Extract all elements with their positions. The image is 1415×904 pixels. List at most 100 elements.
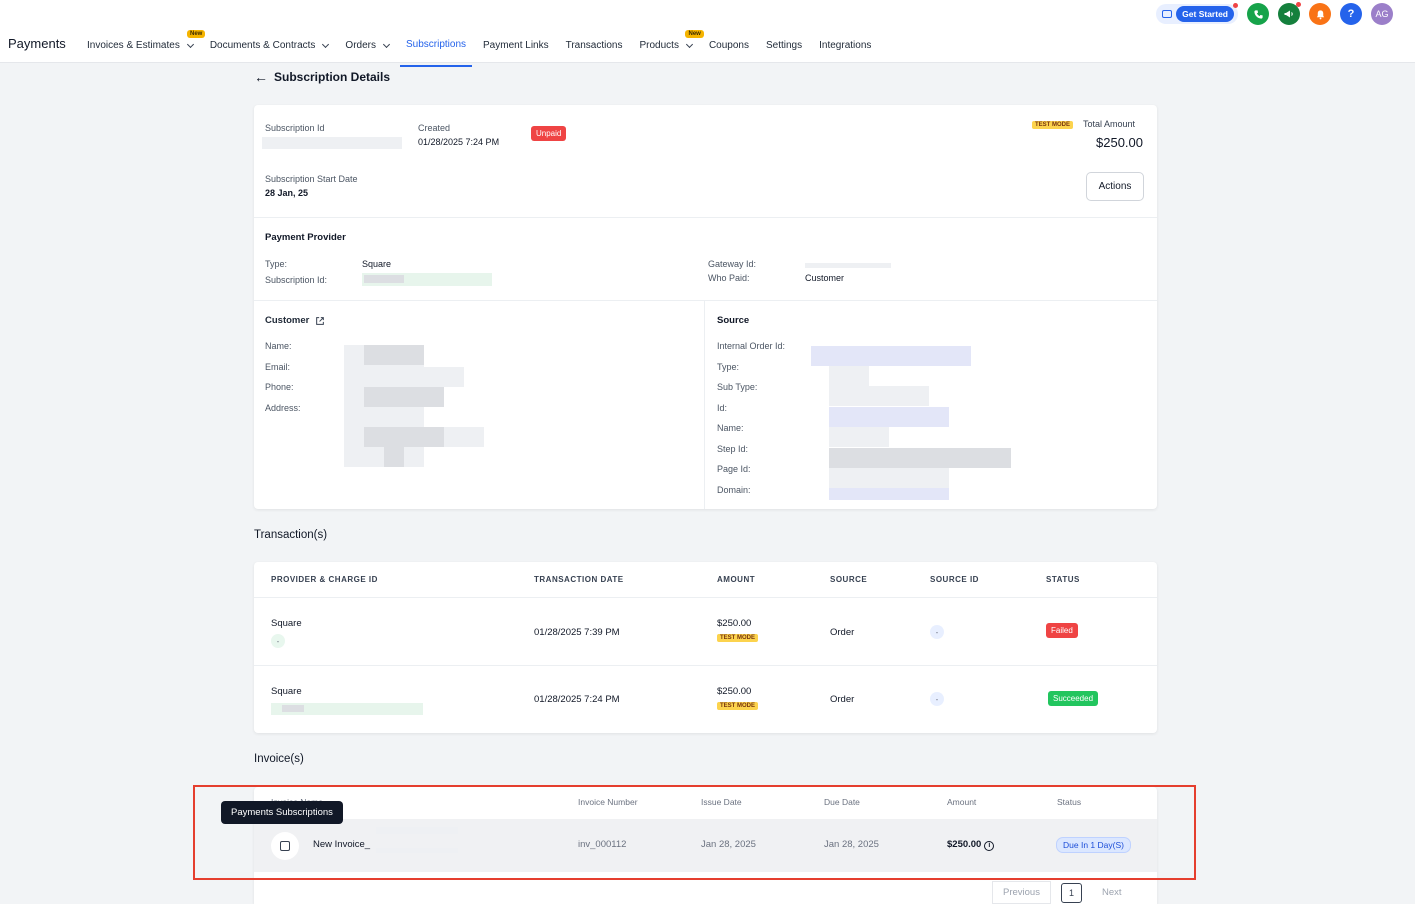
notification-dot [1233,3,1238,8]
transaction-date: 01/28/2025 7:39 PM [534,627,620,638]
back-link[interactable]: ← Subscription Details [254,69,390,85]
top-right-actions: Get Started ? AG [1156,2,1393,25]
nav-label: Settings [765,40,803,51]
info-icon[interactable]: i [984,841,995,851]
main-nav: Invoices & Estimates New Documents & Con… [87,30,888,67]
col-source-id: SOURCE ID [930,575,979,584]
divider [254,300,1157,301]
nav-label: Transactions [565,40,623,51]
source-domain-label: Domain: [717,485,751,495]
next-button[interactable]: Next [1091,882,1132,903]
customer-title-label: Customer [265,315,310,326]
announcements-button[interactable] [1278,2,1301,25]
test-mode-badge: TEST MODE [1032,121,1074,129]
pagination: Previous 1 Next [992,881,1132,904]
redacted-value [282,705,304,712]
nav-subscriptions[interactable]: Subscriptions [399,32,473,67]
actions-button[interactable]: Actions [1086,172,1144,201]
redacted-value [376,848,458,853]
invoice-number: inv_000112 [578,839,627,850]
col-transaction-date: TRANSACTION DATE [534,575,624,584]
who-paid-value: Customer [805,273,845,283]
nav-label: Orders [345,40,376,51]
divider [254,597,1157,598]
chevron-down-icon [186,40,194,48]
redacted-value [829,366,869,386]
invoice-name[interactable]: New Invoice_ [313,839,371,850]
help-button[interactable]: ? [1340,3,1362,25]
source: Order [830,627,855,638]
status-badge: Failed [1046,623,1078,638]
customer-address-label: Address: [265,403,301,413]
invoices-title: Invoice(s) [254,753,304,765]
source-type-label: Type: [717,362,740,372]
app-title: Payments [8,36,66,51]
total-amount-label: Total Amount [1083,119,1136,129]
customer-name-label: Name: [265,341,292,351]
new-badge: New [685,30,704,38]
new-badge: New [187,30,206,38]
bell-icon [1316,9,1324,19]
highlight-box [193,785,1196,880]
redacted-value [805,263,891,268]
nav-transactions[interactable]: Transactions [566,32,623,67]
notifications-button[interactable] [1309,3,1331,25]
gateway-id-label: Gateway Id: [708,259,757,269]
nav-integrations[interactable]: Integrations [819,32,871,67]
redacted-value [404,367,464,387]
external-link-icon[interactable] [315,316,325,326]
source-id: - [930,692,944,706]
redacted-value [829,488,949,500]
nav-payment-links[interactable]: Payment Links [483,32,549,67]
subscription-details-card: Subscription Id Created 01/28/2025 7:24 … [254,105,1157,509]
status-badge: Unpaid [531,126,567,141]
nav-invoices-estimates[interactable]: Invoices & Estimates New [87,30,206,67]
top-bar: Payments Invoices & Estimates New Docume… [0,0,1415,67]
redacted-value [829,468,949,488]
avatar-initials: AG [1375,9,1389,19]
chevron-down-icon [322,40,330,48]
created-value: 01/28/2025 7:24 PM [418,137,500,147]
phone-button[interactable] [1247,3,1269,25]
get-started-button[interactable]: Get Started [1156,3,1238,24]
tooltip: Payments Subscriptions [221,801,343,824]
avatar[interactable]: AG [1371,3,1393,25]
redacted-value [829,427,889,447]
source-step-id-label: Step Id: [717,444,749,454]
previous-button[interactable]: Previous [992,881,1051,904]
nav-settings[interactable]: Settings [766,32,802,67]
nav-coupons[interactable]: Coupons [709,32,749,67]
col-provider: PROVIDER & CHARGE ID [271,575,378,584]
nav-orders[interactable]: Orders [345,32,391,67]
charge-id: - [271,634,285,648]
status-badge: Succeeded [1048,691,1099,706]
source-id: - [930,625,944,639]
amount-value: $250.00 [947,839,982,850]
customer-title: Customer [265,315,325,326]
nav-products[interactable]: Products New [639,30,704,67]
col-invoice-number: Invoice Number [578,797,638,807]
chevron-down-icon [382,40,391,48]
card-icon [1162,10,1173,18]
provider-type-value: Square [362,259,392,269]
redacted-value [364,427,444,447]
redacted-value [376,827,458,834]
get-started-label: Get Started [1176,6,1234,22]
page-number[interactable]: 1 [1060,882,1082,903]
notification-dot [1296,2,1301,7]
divider [254,217,1157,218]
help-icon: ? [1347,8,1355,20]
amount: $250.00 [717,686,752,697]
table-row[interactable]: New Invoice_ inv_000112 Jan 28, 2025 Jan… [254,819,1157,872]
col-status: STATUS [1046,575,1080,584]
nav-label: Integrations [819,40,872,51]
provider-type-label: Type: [265,259,288,269]
row-checkbox[interactable] [271,832,299,860]
payment-provider-title: Payment Provider [265,232,346,243]
test-mode-badge: TEST MODE [717,702,759,710]
nav-documents-contracts[interactable]: Documents & Contracts [210,32,330,67]
transactions-table: PROVIDER & CHARGE ID TRANSACTION DATE AM… [254,562,1157,733]
phone-icon [1253,9,1263,19]
nav-label: Subscriptions [405,39,467,50]
amount: $250.00 [717,618,752,629]
